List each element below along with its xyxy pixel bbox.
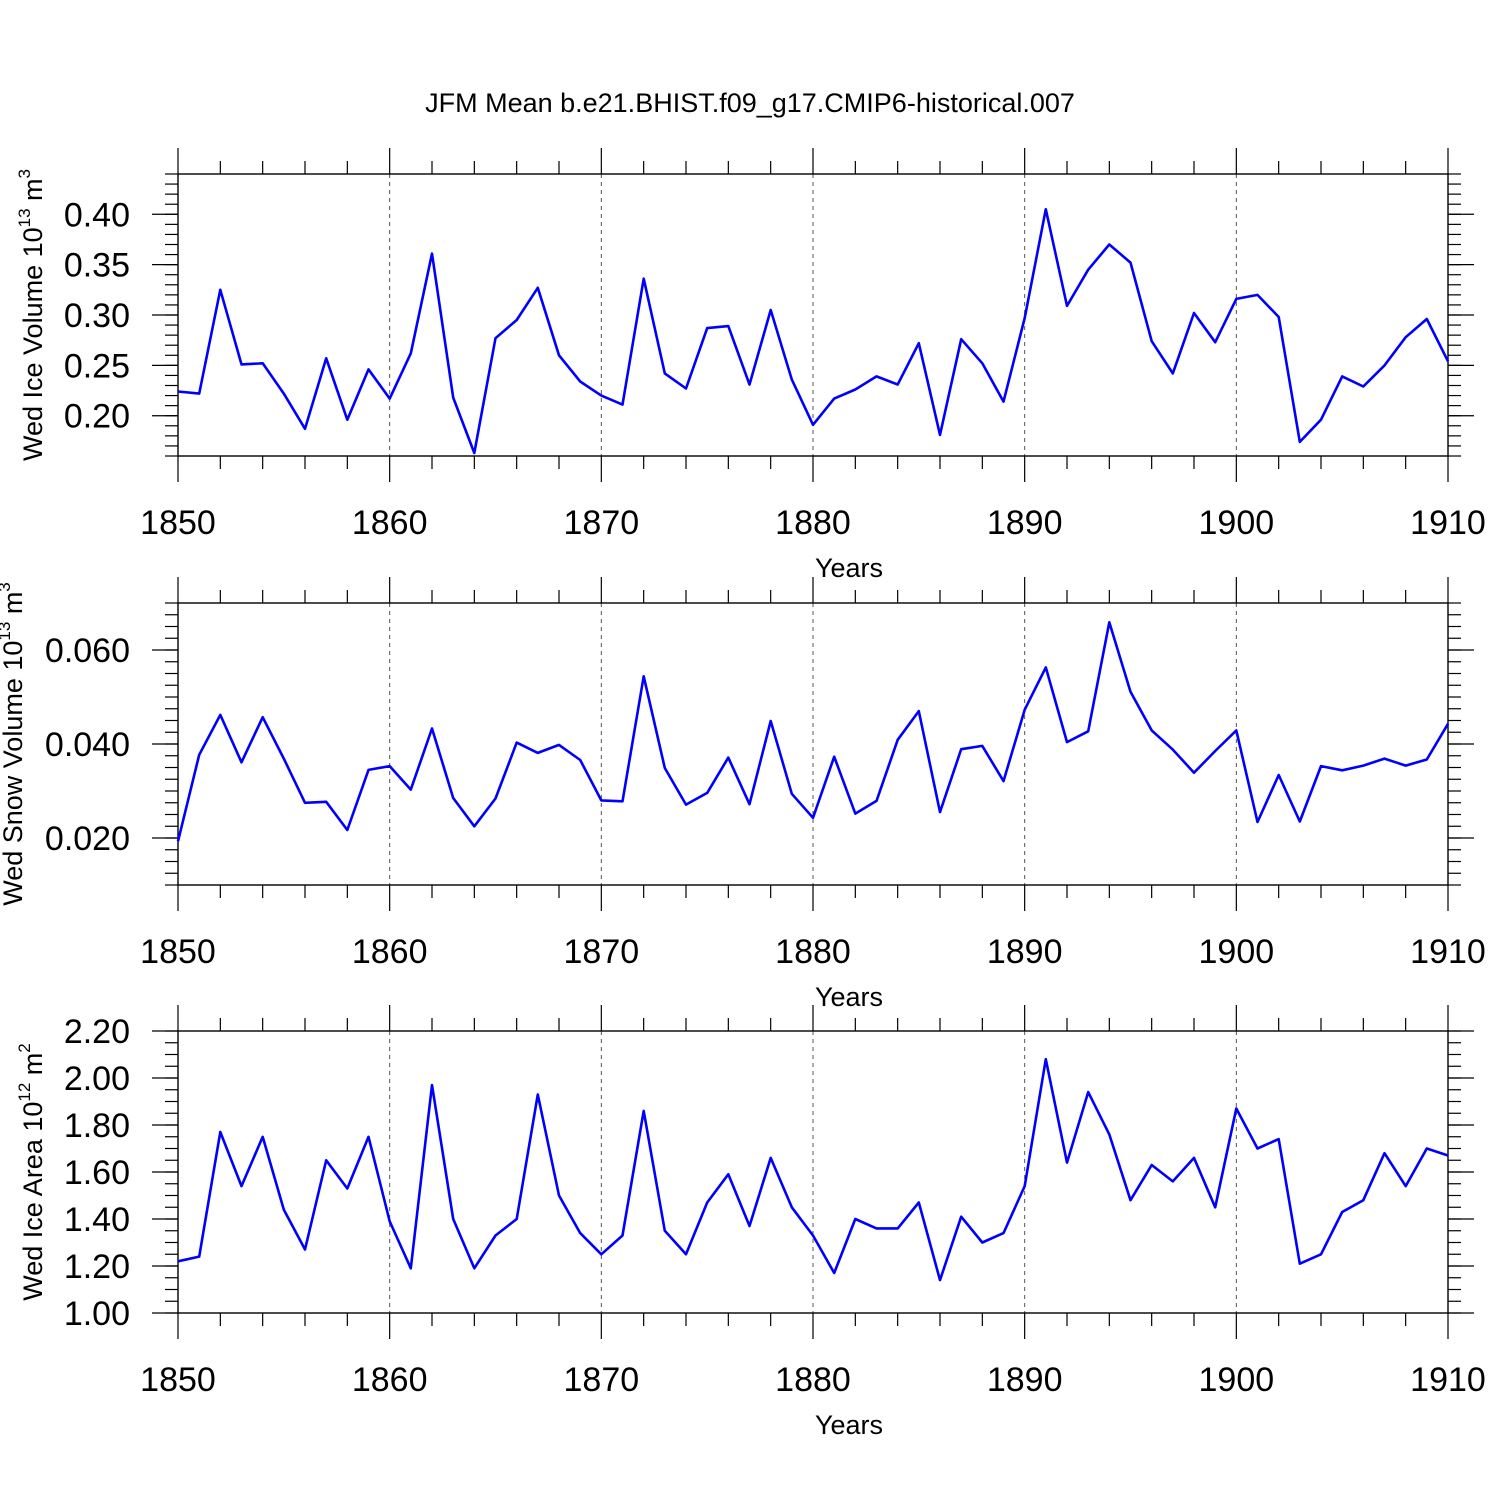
y-tick-label: 0.40 bbox=[64, 196, 130, 234]
panels: 0.20 0.25 0.30 0.35 0.40 1850 1860 1870 1880 1890… bbox=[0, 148, 1486, 1440]
y-axis-label-text: Wed Snow Volume 10 bbox=[0, 641, 28, 906]
x-tick-label: 1850 bbox=[140, 933, 216, 971]
y-axis-label: Wed Ice Area 1012 m2 bbox=[15, 1043, 48, 1301]
y-axis-label-unit-exponent: 3 bbox=[0, 582, 14, 591]
y-axis-label-exponent: 13 bbox=[0, 622, 14, 641]
x-tick-label: 1900 bbox=[1199, 1361, 1275, 1399]
series-line bbox=[177, 208, 1450, 455]
y-tick-label: 2.20 bbox=[64, 1013, 130, 1051]
x-tick-label: 1910 bbox=[1410, 933, 1486, 971]
y-tick-label: 0.020 bbox=[45, 820, 130, 858]
y-axis-label-exponent: 13 bbox=[15, 208, 34, 227]
figure-title: JFM Mean b.e21.BHIST.f09_g17.CMIP6-histo… bbox=[425, 88, 1075, 118]
x-tick-label: 1890 bbox=[987, 933, 1063, 971]
x-tick-label: 1860 bbox=[352, 504, 428, 542]
x-tick-label: 1910 bbox=[1410, 504, 1486, 542]
y-tick-label: 0.060 bbox=[45, 632, 130, 670]
y-tick-label: 1.00 bbox=[64, 1295, 130, 1333]
x-tick-label: 1860 bbox=[352, 933, 428, 971]
y-tick-label: 0.20 bbox=[64, 398, 130, 436]
x-axis-label: Years bbox=[815, 1410, 883, 1440]
y-tick-label: 0.30 bbox=[64, 297, 130, 335]
y-tick-label: 1.20 bbox=[64, 1248, 130, 1286]
x-tick-label: 1890 bbox=[987, 504, 1063, 542]
panel-1: 0.20 0.25 0.30 0.35 0.40 1850 1860 1870 1880 1890… bbox=[15, 148, 1486, 583]
x-tick-label: 1870 bbox=[564, 504, 640, 542]
series-line bbox=[176, 620, 1450, 842]
x-axis-label: Years bbox=[815, 553, 883, 583]
y-tick-label: 0.35 bbox=[64, 247, 130, 285]
y-axis-label: Wed Ice Volume 1013 m3 bbox=[15, 169, 48, 461]
x-tick-label: 1880 bbox=[775, 1361, 851, 1399]
y-axis-label-unit: m bbox=[0, 592, 28, 622]
x-tick-label: 1870 bbox=[564, 1361, 640, 1399]
x-tick-label: 1850 bbox=[140, 1361, 216, 1399]
x-axis-label: Years bbox=[815, 982, 883, 1012]
y-axis-label-unit: m bbox=[18, 178, 48, 208]
y-axis-label-unit: m bbox=[18, 1053, 48, 1083]
y-axis-label-text: Wed Ice Area 10 bbox=[18, 1102, 48, 1301]
y-tick-label: 1.40 bbox=[64, 1201, 130, 1239]
y-axis-label-unit-exponent: 3 bbox=[15, 169, 34, 178]
y-tick-label: 2.00 bbox=[64, 1060, 130, 1098]
y-axis-label: Wed Snow Volume 1013 m3 bbox=[0, 582, 28, 906]
y-tick-label: 0.25 bbox=[64, 347, 130, 385]
x-tick-label: 1880 bbox=[775, 504, 851, 542]
y-axis-label-unit-exponent: 2 bbox=[15, 1043, 34, 1052]
panel-3: 1.00 1.20 1.40 1.60 1.80 2.00 2.20 1850 1860 1870… bbox=[15, 1005, 1486, 1440]
x-tick-label: 1850 bbox=[140, 504, 216, 542]
y-tick-label: 1.60 bbox=[64, 1154, 130, 1192]
x-tick-label: 1870 bbox=[564, 933, 640, 971]
y-axis-label-text: Wed Ice Volume 10 bbox=[18, 227, 48, 461]
x-tick-label: 1910 bbox=[1410, 1361, 1486, 1399]
y-axis-label-exponent: 12 bbox=[15, 1083, 34, 1102]
x-tick-label: 1900 bbox=[1199, 504, 1275, 542]
series-line bbox=[177, 1057, 1449, 1282]
x-tick-label: 1890 bbox=[987, 1361, 1063, 1399]
y-tick-label: 0.040 bbox=[45, 726, 130, 764]
x-tick-label: 1880 bbox=[775, 933, 851, 971]
y-tick-label: 1.80 bbox=[64, 1107, 130, 1145]
x-tick-label: 1900 bbox=[1199, 933, 1275, 971]
panel-2: 0.020 0.040 0.060 1850 1860 1870 1880 1890 1900 1… bbox=[0, 577, 1486, 1012]
x-tick-label: 1860 bbox=[352, 1361, 428, 1399]
